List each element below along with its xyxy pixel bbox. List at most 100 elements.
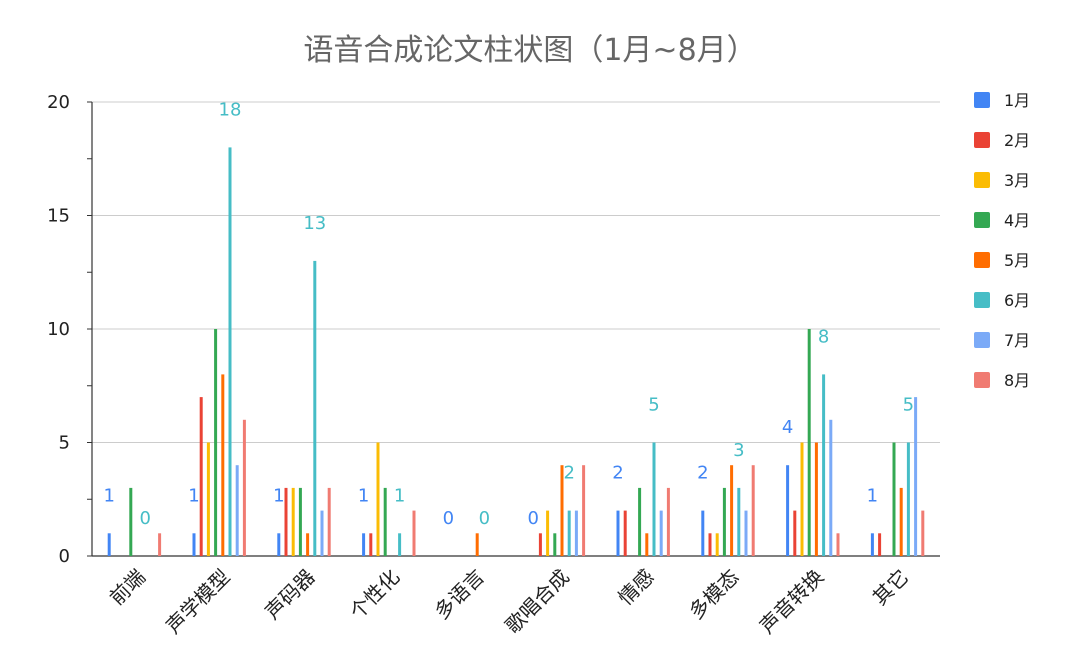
data-label: 1 xyxy=(358,485,369,506)
bar xyxy=(737,487,741,556)
bar xyxy=(659,510,663,556)
data-label: 1 xyxy=(867,485,878,506)
bars xyxy=(107,147,925,556)
bar xyxy=(899,487,903,556)
legend-label: 3月 xyxy=(1004,171,1030,190)
bar xyxy=(320,510,324,556)
bar xyxy=(362,533,366,556)
legend-label: 7月 xyxy=(1004,331,1030,350)
bar xyxy=(921,510,925,556)
x-axis-tick-labels: 前端 声学模型 声码器 个性化 多语言 歌唱合成 情感 多模态 声音转换 其它 xyxy=(105,565,913,639)
bar xyxy=(906,442,910,556)
bar xyxy=(814,442,818,556)
bar xyxy=(412,510,416,556)
bar xyxy=(376,442,380,556)
bar xyxy=(277,533,281,556)
x-tick-label: 其它 xyxy=(868,565,913,610)
bar xyxy=(567,510,571,556)
legend-swatch xyxy=(974,172,990,188)
legend-label: 2月 xyxy=(1004,131,1030,150)
bar xyxy=(369,533,373,556)
bar xyxy=(638,487,642,556)
bar xyxy=(291,487,295,556)
data-label: 0 xyxy=(443,508,454,529)
legend-label: 1月 xyxy=(1004,91,1030,110)
legend-swatch xyxy=(974,92,990,108)
data-label: 2 xyxy=(563,463,574,484)
legend-swatch xyxy=(974,372,990,388)
bar xyxy=(800,442,804,556)
bar xyxy=(666,487,670,556)
bar xyxy=(242,419,246,556)
bar xyxy=(836,533,840,556)
bar xyxy=(623,510,627,556)
legend-swatch xyxy=(974,212,990,228)
y-tick-label: 0 xyxy=(59,546,70,567)
legend-swatch xyxy=(974,252,990,268)
bar xyxy=(751,465,755,556)
bar xyxy=(214,329,218,556)
legend-swatch xyxy=(974,292,990,308)
data-label: 5 xyxy=(903,395,914,416)
bar xyxy=(560,465,564,556)
bar xyxy=(645,533,649,556)
data-label: 1 xyxy=(394,485,405,506)
bar xyxy=(221,374,225,556)
bar xyxy=(892,442,896,556)
x-tick-label: 声学模型 xyxy=(161,565,235,639)
data-label: 0 xyxy=(479,508,490,529)
bar xyxy=(708,533,712,556)
bar xyxy=(807,329,811,556)
bar xyxy=(306,533,310,556)
x-tick-label: 声码器 xyxy=(260,565,319,624)
x-tick-label: 多模态 xyxy=(684,565,743,624)
bar xyxy=(878,533,882,556)
bar xyxy=(538,533,542,556)
bar xyxy=(582,465,586,556)
bar xyxy=(228,147,232,556)
bar xyxy=(914,397,918,556)
data-label: 2 xyxy=(612,463,623,484)
bar xyxy=(107,533,111,556)
x-tick-label: 前端 xyxy=(105,565,150,610)
bar xyxy=(793,510,797,556)
bar xyxy=(822,374,826,556)
data-label: 1 xyxy=(188,485,199,506)
gridlines xyxy=(92,101,940,443)
bar xyxy=(829,419,833,556)
data-label: 1 xyxy=(103,485,114,506)
bar xyxy=(701,510,705,556)
legend-label: 8月 xyxy=(1004,371,1030,390)
bar xyxy=(298,487,302,556)
data-label: 8 xyxy=(818,326,829,347)
y-tick-label: 20 xyxy=(47,92,70,113)
bar xyxy=(652,442,656,556)
bar xyxy=(129,487,133,556)
x-tick-label: 多语言 xyxy=(430,565,489,624)
data-label: 4 xyxy=(782,417,793,438)
data-label: 13 xyxy=(303,213,326,234)
legend: 1月 2月 3月 4月 5月 6月 7月 8月 xyxy=(974,91,1030,390)
data-label: 18 xyxy=(219,99,242,120)
bar xyxy=(475,533,479,556)
y-tick-label: 15 xyxy=(47,206,70,227)
bar xyxy=(235,465,239,556)
bar xyxy=(546,510,550,556)
data-labels: 1 0 1 18 1 13 1 1 0 0 0 2 2 5 2 3 4 8 1 5 xyxy=(103,99,914,529)
data-label: 5 xyxy=(648,395,659,416)
legend-label: 5月 xyxy=(1004,251,1030,270)
legend-label: 6月 xyxy=(1004,291,1030,310)
bar xyxy=(616,510,620,556)
bar xyxy=(744,510,748,556)
bar xyxy=(199,397,203,556)
bar xyxy=(206,442,210,556)
data-label: 0 xyxy=(139,508,150,529)
legend-label: 4月 xyxy=(1004,211,1030,230)
bar xyxy=(284,487,288,556)
bar xyxy=(870,533,874,556)
bar xyxy=(192,533,196,556)
legend-swatch xyxy=(974,332,990,348)
x-tick-label: 个性化 xyxy=(345,565,404,624)
